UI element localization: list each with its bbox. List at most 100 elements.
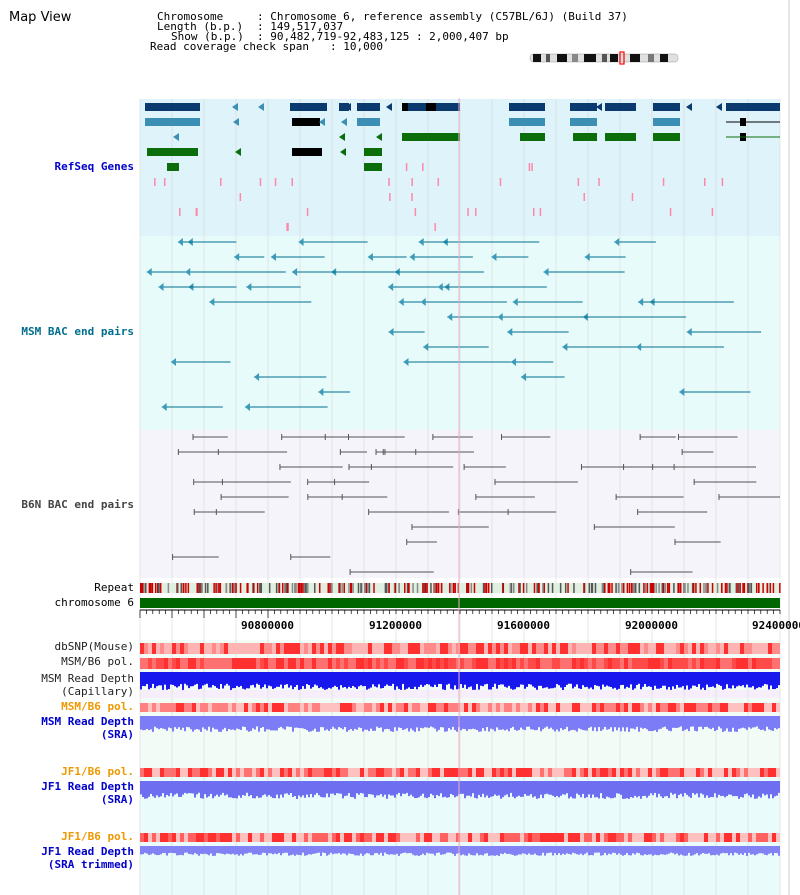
polymorphism-cell xyxy=(668,658,672,669)
polymorphism-cell xyxy=(516,658,520,669)
read-depth-bar xyxy=(554,846,556,854)
msm-bac-label[interactable]: MSM BAC end pairs xyxy=(21,325,134,338)
repeat-element xyxy=(252,583,254,593)
read-depth-bar xyxy=(634,781,636,796)
polymorphism-cell xyxy=(248,768,252,777)
polymorphism-cell xyxy=(544,833,548,842)
repeat-element xyxy=(487,583,490,593)
polymorphism-cell xyxy=(568,833,572,842)
polymorphism-cell xyxy=(620,768,624,777)
polymorphism-cell xyxy=(528,703,532,712)
read-depth-bar xyxy=(178,672,180,687)
polymorphism-cell xyxy=(592,658,596,669)
read-depth-bar xyxy=(384,672,386,687)
read-depth-bar xyxy=(540,781,542,795)
read-depth-bar xyxy=(642,716,644,729)
msm-bac-end-pairs-track[interactable] xyxy=(146,238,762,411)
read-depth-bar xyxy=(356,846,358,856)
polymorphism-cell xyxy=(688,658,692,669)
polymorphism-cell xyxy=(708,643,712,654)
polymorphism-cell xyxy=(592,703,596,712)
polymorphism-cell xyxy=(396,768,400,777)
read-depth-bar xyxy=(190,781,192,794)
polymorphism-depth-tracks[interactable] xyxy=(140,643,780,856)
polymorphism-cell xyxy=(624,833,628,842)
read-depth-bar xyxy=(294,781,296,797)
repeat-element xyxy=(711,583,714,593)
repeat-element xyxy=(141,583,144,593)
repeat-element xyxy=(622,583,625,593)
read-depth-bar xyxy=(714,781,716,794)
polymorphism-cell xyxy=(540,833,544,842)
polymorphism-cell xyxy=(224,833,228,842)
bac-end-marker xyxy=(686,328,692,336)
repeat-track[interactable] xyxy=(140,583,781,593)
polymorphism-cell xyxy=(140,703,144,712)
repeat-element xyxy=(398,583,400,593)
polymorphism-cell xyxy=(604,703,608,712)
read-depth-bar xyxy=(702,716,704,730)
polymorphism-cell xyxy=(652,703,656,712)
polymorphism-cell xyxy=(360,768,364,777)
read-depth-bar xyxy=(488,716,490,732)
read-depth-bar xyxy=(228,672,230,686)
read-depth-bar xyxy=(344,846,346,854)
repeat-element xyxy=(655,583,657,593)
refseq-genes-track[interactable] xyxy=(145,103,780,231)
read-depth-bar xyxy=(550,672,552,689)
polymorphism-cell xyxy=(348,703,352,712)
polymorphism-cell xyxy=(488,643,492,654)
read-depth-bar xyxy=(592,781,594,795)
chromosome-ideogram[interactable] xyxy=(529,51,679,65)
read-depth-bar xyxy=(402,846,404,853)
polymorphism-cell xyxy=(280,658,284,669)
read-depth-bar xyxy=(170,716,172,729)
polymorphism-cell xyxy=(776,643,780,654)
read-depth-bar xyxy=(238,846,240,856)
polymorphism-cell xyxy=(236,643,240,654)
read-depth-bar xyxy=(506,781,508,795)
polymorphism-cell xyxy=(748,768,752,777)
polymorphism-cell xyxy=(696,643,700,654)
repeat-element xyxy=(703,583,705,593)
polymorphism-cell xyxy=(512,703,516,712)
repeat-element xyxy=(204,583,207,593)
chromosome-bar[interactable] xyxy=(140,598,780,608)
read-depth-bar xyxy=(418,781,420,798)
read-depth-bar xyxy=(686,781,688,795)
read-depth-bar xyxy=(352,781,354,798)
refseq-genes-label[interactable]: RefSeq Genes xyxy=(54,160,134,173)
read-depth-bar xyxy=(230,846,232,855)
polymorphism-cell xyxy=(164,643,168,654)
read-depth-bar xyxy=(178,716,180,728)
b6n-bac-label[interactable]: B6N BAC end pairs xyxy=(21,498,134,511)
polymorphism-cell xyxy=(556,768,560,777)
repeat-element xyxy=(621,583,623,593)
read-depth-bar xyxy=(564,716,566,730)
polymorphism-cell xyxy=(152,768,156,777)
read-depth-bar xyxy=(626,672,628,687)
polymorphism-cell xyxy=(496,833,500,842)
read-depth-bar xyxy=(156,846,158,856)
read-depth-bar xyxy=(148,716,150,731)
repeat-element xyxy=(673,583,675,593)
polymorphism-cell xyxy=(244,768,248,777)
b6n-bac-end-pairs-track[interactable] xyxy=(172,434,780,575)
read-depth-bar xyxy=(408,846,410,854)
polymorphism-cell xyxy=(404,703,408,712)
polymorphism-cell xyxy=(256,658,260,669)
polymorphism-cell xyxy=(488,703,492,712)
polymorphism-cell xyxy=(584,768,588,777)
polymorphism-cell xyxy=(400,768,404,777)
polymorphism-cell xyxy=(660,703,664,712)
read-depth-bar xyxy=(306,846,308,856)
read-depth-bar xyxy=(640,672,642,690)
read-depth-bar xyxy=(222,846,224,854)
polymorphism-cell xyxy=(184,658,188,669)
read-depth-bar xyxy=(326,716,328,730)
read-depth-bar xyxy=(622,781,624,799)
read-depth-bar xyxy=(722,716,724,732)
read-depth-bar xyxy=(762,781,764,794)
read-depth-bar xyxy=(500,846,502,854)
